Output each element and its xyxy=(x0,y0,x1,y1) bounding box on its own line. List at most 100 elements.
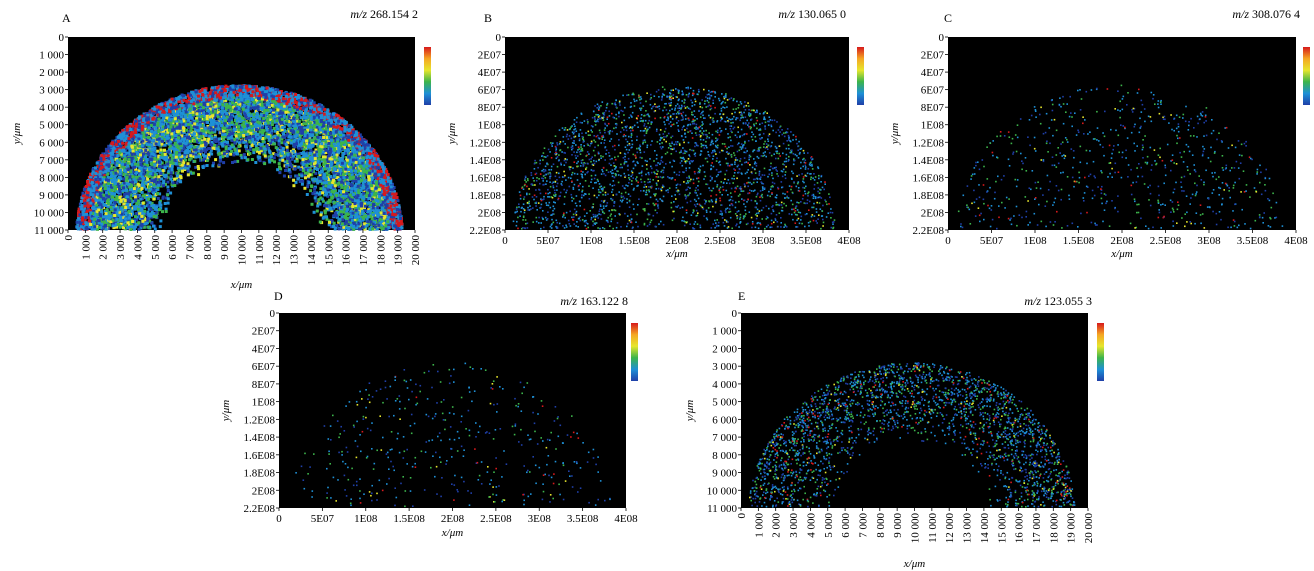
pixel xyxy=(355,173,359,177)
mz-prefix: m/z xyxy=(350,7,367,21)
pixel xyxy=(334,160,338,164)
pixel xyxy=(355,153,358,157)
pixel xyxy=(98,165,102,169)
pixel xyxy=(237,130,241,133)
pixel xyxy=(152,215,156,219)
pixel xyxy=(134,197,138,201)
pixel xyxy=(325,156,329,160)
pixel xyxy=(349,209,353,213)
pixel xyxy=(376,163,380,167)
pixel xyxy=(310,164,314,168)
pixel xyxy=(217,149,221,153)
pixel xyxy=(336,116,340,119)
pixel xyxy=(206,104,210,108)
pixel xyxy=(355,218,359,222)
pixel xyxy=(247,130,250,134)
pixel xyxy=(360,135,364,139)
pixel xyxy=(384,167,388,171)
pixel xyxy=(288,118,292,122)
pixel xyxy=(267,149,271,153)
pixel xyxy=(336,155,340,159)
pixel xyxy=(187,164,191,168)
pixel xyxy=(126,184,130,188)
pixel xyxy=(369,215,373,219)
pixel xyxy=(355,163,359,167)
pixel xyxy=(232,99,236,103)
pixel xyxy=(272,152,276,156)
pixel xyxy=(275,131,279,134)
pixel xyxy=(392,216,395,220)
pixel xyxy=(380,187,384,191)
pixel xyxy=(253,118,257,122)
pixel xyxy=(89,197,93,201)
pixel xyxy=(328,153,332,157)
pixel xyxy=(133,218,137,222)
pixel xyxy=(216,145,220,149)
pixel xyxy=(254,144,258,148)
pixel xyxy=(210,134,214,138)
pixel xyxy=(223,97,227,100)
pixel xyxy=(288,125,292,129)
pixel xyxy=(131,212,135,216)
pixel xyxy=(248,101,252,105)
pixel xyxy=(327,166,331,169)
pixel xyxy=(296,94,299,98)
pixel xyxy=(310,173,314,177)
pixel xyxy=(236,152,239,156)
pixel xyxy=(288,131,292,135)
pixel xyxy=(331,181,335,185)
pixel xyxy=(121,211,125,215)
pixel xyxy=(364,149,367,153)
pixel xyxy=(286,132,290,136)
pixel xyxy=(370,194,374,198)
pixel xyxy=(125,166,129,170)
pixel xyxy=(299,116,303,120)
pixel xyxy=(345,175,349,179)
pixel xyxy=(302,122,306,126)
pixel xyxy=(214,144,218,148)
pixel xyxy=(261,131,265,135)
pixel xyxy=(98,179,102,183)
pixel xyxy=(343,123,347,127)
pixel xyxy=(221,155,225,159)
pixel xyxy=(205,156,209,160)
pixel xyxy=(178,95,182,99)
pixel xyxy=(107,210,111,214)
pixel xyxy=(115,225,118,229)
pixel xyxy=(376,191,380,195)
pixel xyxy=(221,135,225,139)
pixel xyxy=(135,124,139,128)
pixel xyxy=(336,162,340,166)
pixel xyxy=(284,169,287,172)
pixel xyxy=(205,119,209,122)
pixel xyxy=(356,158,360,162)
pixel xyxy=(210,140,214,144)
pixel xyxy=(333,227,337,231)
pixel xyxy=(143,162,147,166)
pixel xyxy=(392,186,396,189)
pixel xyxy=(300,172,304,176)
pixel xyxy=(245,92,249,96)
pixel xyxy=(389,201,392,205)
pixel xyxy=(171,121,175,125)
pixel xyxy=(151,145,155,149)
pixel xyxy=(208,101,212,105)
pixel xyxy=(316,144,320,148)
pixel xyxy=(127,179,131,183)
pixel xyxy=(243,100,247,104)
pixel xyxy=(175,144,179,148)
pixel xyxy=(120,138,124,142)
pixel xyxy=(341,133,345,137)
pixel xyxy=(309,148,313,152)
pixel xyxy=(144,187,148,191)
pixel xyxy=(158,199,162,203)
pixel xyxy=(159,119,163,123)
pixel xyxy=(297,137,301,141)
pixel xyxy=(90,175,94,179)
pixel xyxy=(373,223,377,226)
pixel xyxy=(369,222,373,226)
pixel xyxy=(306,161,310,165)
pixel xyxy=(149,160,153,164)
pixel xyxy=(298,173,301,177)
pixel xyxy=(299,167,303,171)
